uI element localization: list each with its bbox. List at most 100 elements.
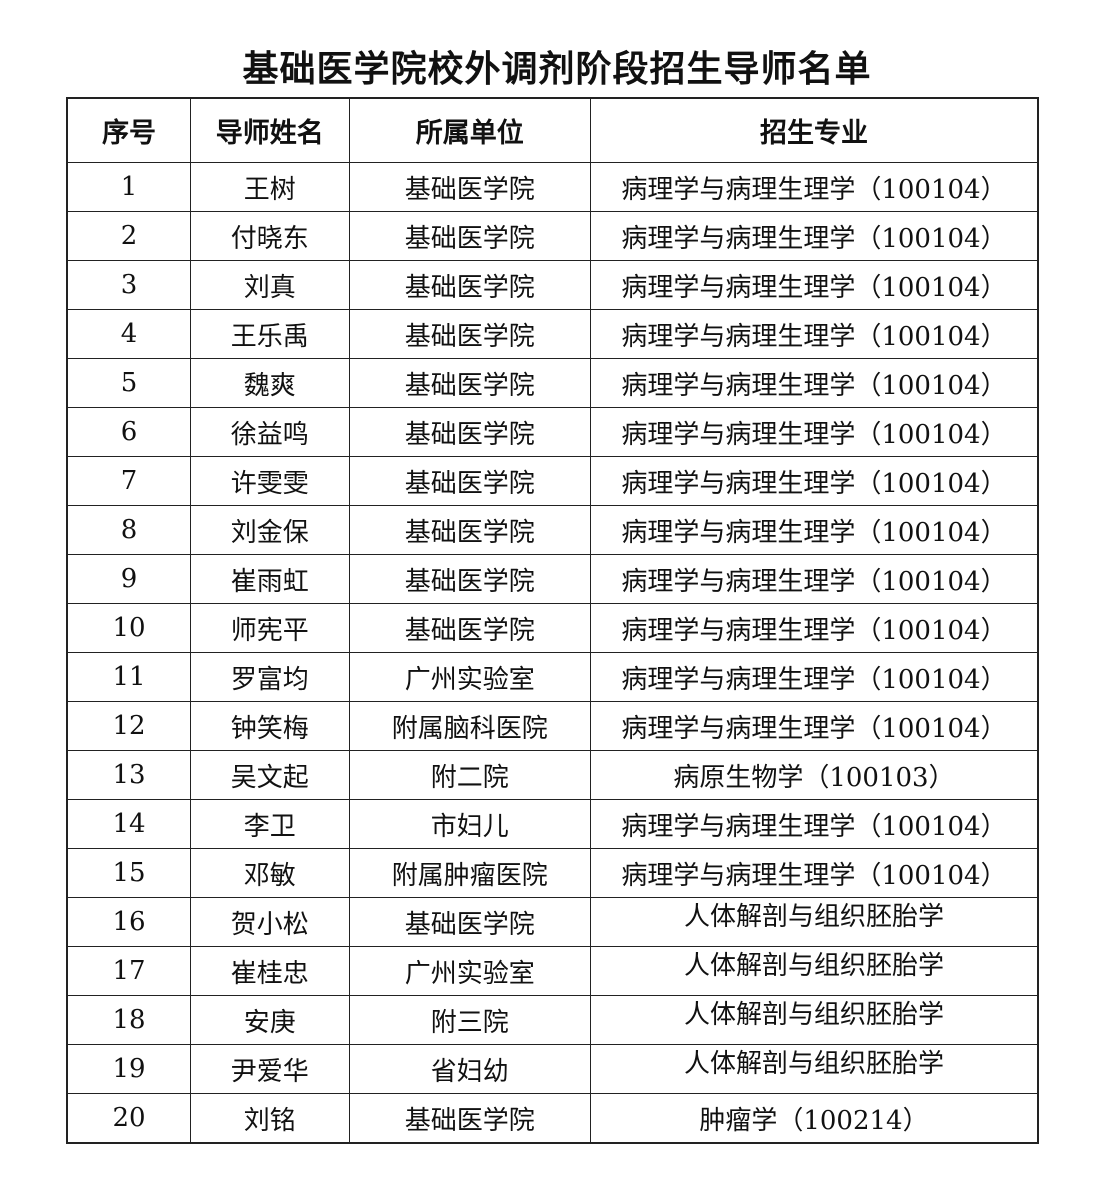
affiliation: 广州实验室 (348, 946, 591, 996)
table-header-row: 序号 导师姓名 所属单位 招生专业 (66, 97, 1039, 163)
affiliation: 基础医学院 (348, 603, 591, 653)
major: 人体解剖与组织胚胎学 (589, 946, 1039, 996)
row-index: 19 (66, 1044, 191, 1094)
affiliation: 基础医学院 (348, 456, 591, 506)
advisor-name: 安庚 (189, 995, 350, 1045)
advisor-name: 许雯雯 (189, 456, 350, 506)
affiliation: 附属肿瘤医院 (348, 848, 591, 898)
table-row: 11 罗富均 广州实验室 病理学与病理生理学（100104） (66, 652, 1039, 702)
major: 病理学与病理生理学（100104） (589, 309, 1039, 359)
row-index: 11 (66, 652, 191, 702)
table-row: 4 王乐禹 基础医学院 病理学与病理生理学（100104） (66, 309, 1039, 359)
row-index: 16 (66, 897, 191, 947)
table-row: 20 刘铭 基础医学院 肿瘤学（100214） (66, 1093, 1039, 1144)
advisor-name: 徐益鸣 (189, 407, 350, 457)
major: 病理学与病理生理学（100104） (589, 799, 1039, 849)
header-major: 招生专业 (589, 97, 1039, 163)
major: 人体解剖与组织胚胎学 (589, 995, 1039, 1045)
affiliation: 广州实验室 (348, 652, 591, 702)
advisor-name: 李卫 (189, 799, 350, 849)
advisor-name: 刘铭 (189, 1093, 350, 1144)
row-index: 5 (66, 358, 191, 408)
row-index: 13 (66, 750, 191, 800)
advisor-name: 钟笑梅 (189, 701, 350, 751)
row-index: 17 (66, 946, 191, 996)
table-row: 16 贺小松 基础医学院 人体解剖与组织胚胎学 (66, 897, 1039, 947)
table-row: 15 邓敏 附属肿瘤医院 病理学与病理生理学（100104） (66, 848, 1039, 898)
row-index: 8 (66, 505, 191, 555)
advisor-name: 王树 (189, 162, 350, 212)
table-row: 17 崔桂忠 广州实验室 人体解剖与组织胚胎学 (66, 946, 1039, 996)
affiliation: 基础医学院 (348, 1093, 591, 1144)
table-row: 12 钟笑梅 附属脑科医院 病理学与病理生理学（100104） (66, 701, 1039, 751)
advisor-name: 尹爱华 (189, 1044, 350, 1094)
header-index: 序号 (66, 97, 191, 163)
header-affiliation: 所属单位 (348, 97, 591, 163)
row-index: 3 (66, 260, 191, 310)
table-row: 8 刘金保 基础医学院 病理学与病理生理学（100104） (66, 505, 1039, 555)
table-row: 9 崔雨虹 基础医学院 病理学与病理生理学（100104） (66, 554, 1039, 604)
affiliation: 基础医学院 (348, 505, 591, 555)
row-index: 7 (66, 456, 191, 506)
row-index: 12 (66, 701, 191, 751)
document-title: 基础医学院校外调剂阶段招生导师名单 (242, 49, 872, 90)
major: 病原生物学（100103） (589, 750, 1039, 800)
major: 病理学与病理生理学（100104） (589, 848, 1039, 898)
affiliation: 基础医学院 (348, 260, 591, 310)
row-index: 9 (66, 554, 191, 604)
table-row: 13 吴文起 附二院 病原生物学（100103） (66, 750, 1039, 800)
major: 病理学与病理生理学（100104） (589, 358, 1039, 408)
major: 病理学与病理生理学（100104） (589, 456, 1039, 506)
major: 人体解剖与组织胚胎学 (589, 897, 1039, 947)
advisor-name: 吴文起 (189, 750, 350, 800)
advisor-name: 贺小松 (189, 897, 350, 947)
affiliation: 基础医学院 (348, 554, 591, 604)
affiliation: 基础医学院 (348, 211, 591, 261)
row-index: 18 (66, 995, 191, 1045)
major: 病理学与病理生理学（100104） (589, 505, 1039, 555)
advisor-name: 王乐禹 (189, 309, 350, 359)
major: 病理学与病理生理学（100104） (589, 407, 1039, 457)
affiliation: 基础医学院 (348, 407, 591, 457)
table-row: 1 王树 基础医学院 病理学与病理生理学（100104） (66, 162, 1039, 212)
advisor-name: 魏爽 (189, 358, 350, 408)
row-index: 20 (66, 1093, 191, 1144)
row-index: 6 (66, 407, 191, 457)
row-index: 2 (66, 211, 191, 261)
advisor-name: 崔桂忠 (189, 946, 350, 996)
table-row: 6 徐益鸣 基础医学院 病理学与病理生理学（100104） (66, 407, 1039, 457)
major: 病理学与病理生理学（100104） (589, 162, 1039, 212)
advisor-name: 邓敏 (189, 848, 350, 898)
major: 人体解剖与组织胚胎学 (589, 1044, 1039, 1094)
row-index: 15 (66, 848, 191, 898)
advisor-name: 罗富均 (189, 652, 350, 702)
major: 病理学与病理生理学（100104） (589, 652, 1039, 702)
affiliation: 附三院 (348, 995, 591, 1045)
major: 肿瘤学（100214） (589, 1093, 1039, 1144)
table-row: 7 许雯雯 基础医学院 病理学与病理生理学（100104） (66, 456, 1039, 506)
table-row: 5 魏爽 基础医学院 病理学与病理生理学（100104） (66, 358, 1039, 408)
affiliation: 基础医学院 (348, 309, 591, 359)
row-index: 1 (66, 162, 191, 212)
affiliation: 市妇儿 (348, 799, 591, 849)
row-index: 10 (66, 603, 191, 653)
table-row: 18 安庚 附三院 人体解剖与组织胚胎学 (66, 995, 1039, 1045)
table-row: 10 师宪平 基础医学院 病理学与病理生理学（100104） (66, 603, 1039, 653)
table-row: 2 付晓东 基础医学院 病理学与病理生理学（100104） (66, 211, 1039, 261)
advisor-name: 刘真 (189, 260, 350, 310)
table-row: 19 尹爱华 省妇幼 人体解剖与组织胚胎学 (66, 1044, 1039, 1094)
table-row: 14 李卫 市妇儿 病理学与病理生理学（100104） (66, 799, 1039, 849)
affiliation: 基础医学院 (348, 358, 591, 408)
affiliation: 附属脑科医院 (348, 701, 591, 751)
advisor-name: 付晓东 (189, 211, 350, 261)
advisor-table: 序号 导师姓名 所属单位 招生专业 1 王树 基础医学院 病理学与病理生理学（1001… (66, 97, 1039, 1144)
advisor-name: 刘金保 (189, 505, 350, 555)
major: 病理学与病理生理学（100104） (589, 260, 1039, 310)
row-index: 4 (66, 309, 191, 359)
advisor-name: 崔雨虹 (189, 554, 350, 604)
affiliation: 基础医学院 (348, 162, 591, 212)
row-index: 14 (66, 799, 191, 849)
major: 病理学与病理生理学（100104） (589, 603, 1039, 653)
major: 病理学与病理生理学（100104） (589, 554, 1039, 604)
major: 病理学与病理生理学（100104） (589, 211, 1039, 261)
